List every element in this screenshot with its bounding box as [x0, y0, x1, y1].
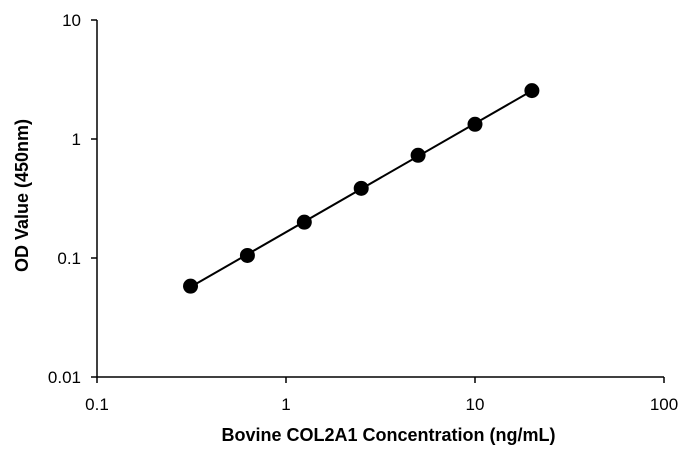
y-tick-label: 0.1	[57, 249, 81, 268]
x-tick-label: 100	[650, 395, 678, 414]
axes	[96, 20, 664, 378]
x-ticks: 0.1 1 10 100	[85, 377, 678, 414]
x-axis-title: Bovine COL2A1 Concentration (ng/mL)	[221, 425, 555, 445]
data-point	[410, 147, 426, 163]
data-point	[467, 116, 483, 132]
y-tick-label: 1	[72, 130, 81, 149]
y-ticks: 0.01 0.1 1 10	[48, 11, 97, 387]
data-point	[296, 214, 312, 230]
data-point	[183, 278, 199, 294]
data-point	[353, 180, 369, 196]
data-point	[239, 247, 255, 263]
y-tick-label: 10	[62, 11, 81, 30]
x-tick-label: 10	[466, 395, 485, 414]
series-layer	[183, 83, 540, 294]
y-axis-title: OD Value (450nm)	[12, 119, 32, 272]
x-tick-label: 0.1	[85, 395, 109, 414]
data-point	[524, 83, 540, 99]
x-tick-label: 1	[281, 395, 290, 414]
y-tick-label: 0.01	[48, 368, 81, 387]
